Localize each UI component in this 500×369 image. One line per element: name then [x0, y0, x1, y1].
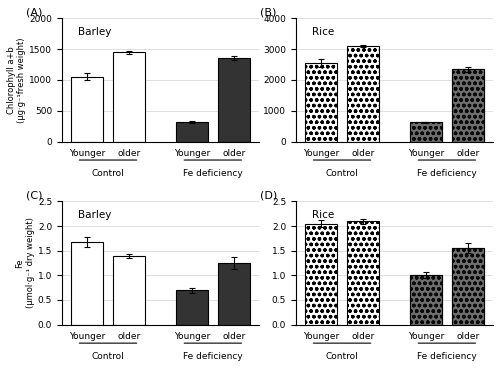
Text: older: older: [118, 332, 141, 341]
Text: Younger: Younger: [174, 332, 210, 341]
Bar: [452, 69, 484, 142]
Text: Younger: Younger: [303, 332, 339, 341]
Text: Younger: Younger: [69, 149, 105, 158]
Text: Barley: Barley: [78, 210, 111, 220]
Text: (C): (C): [26, 190, 43, 200]
Text: older: older: [352, 149, 374, 158]
Text: older: older: [352, 332, 374, 341]
Bar: [176, 290, 208, 325]
Text: Control: Control: [326, 352, 358, 361]
Text: Younger: Younger: [69, 332, 105, 341]
Text: Rice: Rice: [312, 27, 334, 37]
Bar: [348, 221, 378, 325]
Text: Control: Control: [92, 352, 124, 361]
Y-axis label: Chlorophyll a+b
(μg·g⁻¹fresh weight): Chlorophyll a+b (μg·g⁻¹fresh weight): [7, 37, 26, 123]
Text: older: older: [456, 149, 479, 158]
Bar: [176, 122, 208, 142]
Text: Control: Control: [326, 169, 358, 177]
Bar: [306, 63, 337, 142]
Bar: [218, 58, 250, 142]
Bar: [410, 123, 442, 142]
Text: older: older: [456, 332, 479, 341]
Y-axis label: Fe
(μmol·g⁻¹ dry weight): Fe (μmol·g⁻¹ dry weight): [16, 218, 35, 308]
Bar: [348, 46, 378, 142]
Text: older: older: [222, 149, 246, 158]
Text: older: older: [222, 332, 246, 341]
Bar: [113, 256, 144, 325]
Text: (D): (D): [260, 190, 278, 200]
Bar: [452, 69, 484, 142]
Bar: [410, 275, 442, 325]
Bar: [218, 263, 250, 325]
Text: Fe deficiency: Fe deficiency: [417, 352, 477, 361]
Bar: [452, 248, 484, 325]
Bar: [410, 275, 442, 325]
Bar: [72, 242, 102, 325]
Text: Control: Control: [92, 169, 124, 177]
Bar: [306, 224, 337, 325]
Bar: [72, 77, 102, 142]
Text: (A): (A): [26, 7, 42, 17]
Text: Younger: Younger: [174, 149, 210, 158]
Text: Fe deficiency: Fe deficiency: [183, 169, 242, 177]
Text: Younger: Younger: [408, 149, 444, 158]
Text: Younger: Younger: [408, 332, 444, 341]
Bar: [410, 123, 442, 142]
Text: Fe deficiency: Fe deficiency: [417, 169, 477, 177]
Bar: [113, 52, 144, 142]
Text: Fe deficiency: Fe deficiency: [183, 352, 242, 361]
Text: Younger: Younger: [303, 149, 339, 158]
Text: Rice: Rice: [312, 210, 334, 220]
Text: Barley: Barley: [78, 27, 111, 37]
Bar: [452, 248, 484, 325]
Text: (B): (B): [260, 7, 277, 17]
Text: older: older: [118, 149, 141, 158]
